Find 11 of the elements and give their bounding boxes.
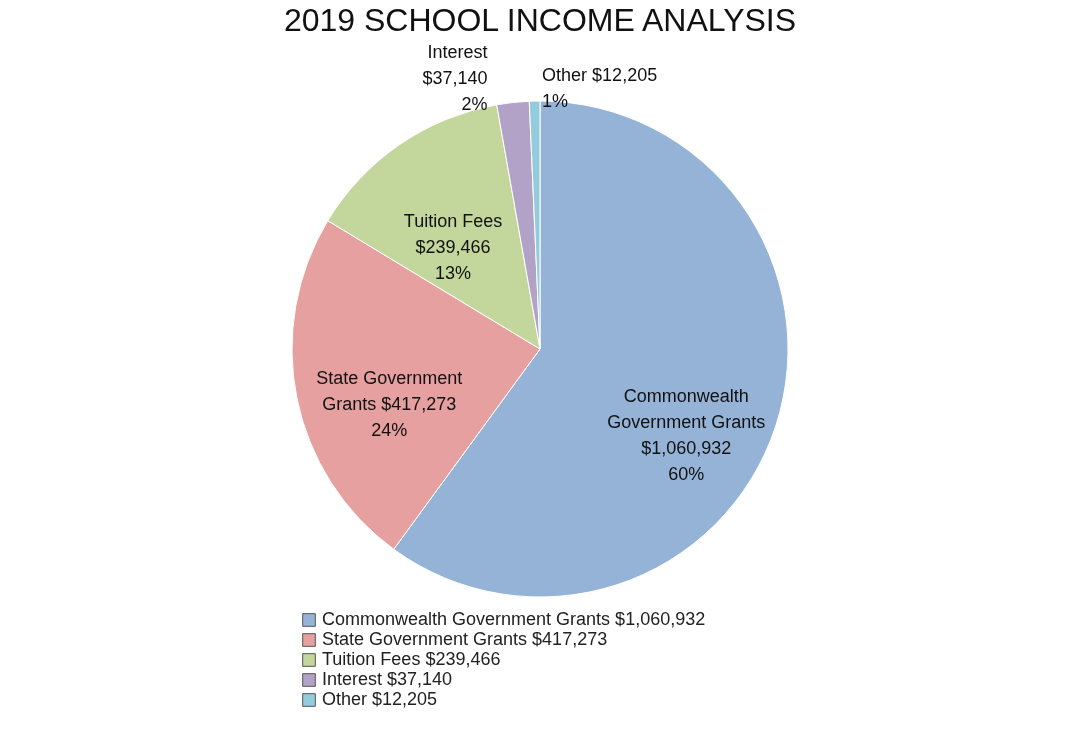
legend-label: Other $12,205 bbox=[322, 689, 438, 709]
chart-title: 2019 SCHOOL INCOME ANALYSIS bbox=[283, 2, 797, 39]
legend-label: Commonwealth Government Grants $1,060,932 bbox=[322, 609, 706, 629]
data-label: State Government Grants $417,273 24% bbox=[316, 368, 463, 441]
data-label: Interest $37,140 2% bbox=[422, 41, 488, 114]
data-label: Tuition Fees $239,466 13% bbox=[403, 211, 503, 284]
legend-label: State Government Grants $417,273 bbox=[322, 629, 608, 649]
data-label: Other $12,205 1% bbox=[542, 65, 658, 112]
legend-label: Interest $37,140 bbox=[322, 669, 453, 689]
data-label: Commonwealth Government Grants $1,060,932 60% bbox=[607, 385, 766, 484]
legend-label: Tuition Fees $239,466 bbox=[322, 649, 501, 669]
